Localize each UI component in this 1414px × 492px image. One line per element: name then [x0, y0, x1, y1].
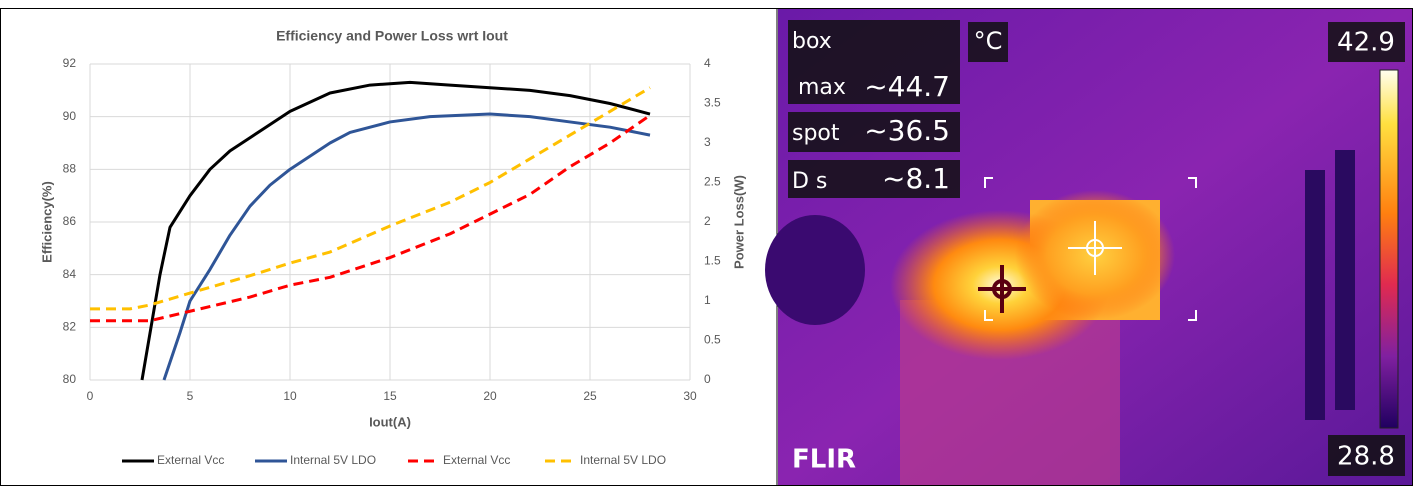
x-axis-title: Iout(A) — [369, 414, 411, 429]
max-crosshair — [978, 265, 1026, 313]
readout-box — [788, 20, 960, 104]
legend-label: Internal 5V LDO — [580, 453, 666, 467]
x-tick-label: 0 — [87, 389, 94, 403]
series-line — [90, 86, 651, 311]
y-tick-label: 80 — [63, 372, 77, 386]
readout-label: D s — [792, 169, 827, 194]
unit-box — [968, 22, 1008, 62]
y2-tick-label: 3.5 — [704, 96, 721, 110]
readout-value: ~36.5 — [864, 114, 950, 147]
y-axis-title: Efficiency(%) — [39, 181, 54, 263]
x-tick-label: 5 — [187, 389, 194, 403]
x-tick-label: 30 — [683, 389, 697, 403]
legend-label: External Vcc — [157, 453, 224, 467]
y2-tick-label: 1.5 — [704, 254, 721, 268]
box-marker — [984, 177, 1197, 321]
y2-tick-label: 3 — [704, 135, 711, 149]
readout-box — [788, 160, 960, 198]
x-tick-label: 20 — [483, 389, 497, 403]
y-tick-label: 92 — [63, 56, 77, 70]
readout-box — [788, 112, 960, 152]
x-tick-label: 25 — [583, 389, 597, 403]
scale-max: 42.9 — [1337, 28, 1395, 58]
y2-tick-label: 2.5 — [704, 175, 721, 189]
connector — [1335, 150, 1355, 410]
scale-min: 28.8 — [1337, 442, 1395, 472]
series-line — [90, 114, 651, 323]
readout-label: max — [798, 75, 846, 100]
brand-logo: FLIR — [792, 445, 856, 475]
y2-axis-title: Power Loss(W) — [731, 175, 746, 269]
connector — [1305, 170, 1325, 420]
legend-label: Internal 5V LDO — [290, 453, 376, 467]
y2-tick-label: 1 — [704, 293, 711, 307]
cold-region — [765, 215, 865, 325]
unit: °C — [974, 27, 1003, 55]
x-tick-label: 10 — [283, 389, 297, 403]
chart-title: Efficiency and Power Loss wrt Iout — [276, 28, 508, 44]
y-tick-label: 86 — [63, 214, 77, 228]
readout-label: box — [792, 29, 832, 54]
y2-tick-label: 2 — [704, 214, 711, 228]
series-line — [140, 80, 651, 381]
thermal-image: box max ~44.7 spot ~36.5 D s ~8.1 °C 42.… — [765, 9, 1412, 485]
color-scale-bar — [1379, 69, 1399, 429]
y2-tick-label: 0 — [704, 372, 711, 386]
readout-label: spot — [792, 121, 840, 146]
y-tick-label: 82 — [63, 320, 77, 334]
y-tick-label: 88 — [63, 162, 77, 176]
readout-value: ~8.1 — [882, 162, 950, 195]
y2-tick-label: 4 — [704, 56, 711, 70]
legend-label: External Vcc — [443, 453, 510, 467]
x-tick-label: 15 — [383, 389, 397, 403]
readout-value: ~44.7 — [864, 70, 950, 103]
spot-crosshair — [1068, 221, 1122, 275]
series-line — [162, 112, 651, 381]
y2-tick-label: 0.5 — [704, 333, 721, 347]
scale-box — [1328, 22, 1405, 62]
scale-box — [1328, 435, 1405, 476]
y-tick-label: 90 — [63, 109, 77, 123]
frame — [0, 8, 1413, 486]
y-tick-label: 84 — [63, 267, 77, 281]
